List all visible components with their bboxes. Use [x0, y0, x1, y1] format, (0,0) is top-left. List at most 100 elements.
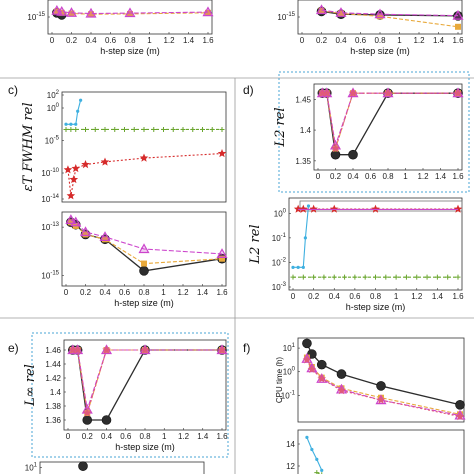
data-point [393, 274, 399, 280]
data-point [79, 98, 83, 102]
chart-f_bottom: 14 12 [286, 435, 324, 474]
data-point [453, 88, 463, 97]
data-point [434, 274, 440, 280]
data-point [302, 355, 312, 364]
data-point [452, 9, 464, 20]
plot-area-f-bottom [297, 429, 465, 474]
data-point [71, 163, 81, 173]
highlight-box-d [278, 71, 470, 193]
series-line [72, 349, 222, 414]
data-point [329, 204, 339, 213]
data-point [309, 204, 318, 213]
x-axis-label: h-step size (m) [115, 442, 175, 452]
y-axis-label: L∞ rel [23, 364, 38, 407]
x-tick-label: 0 [300, 36, 305, 45]
y-tick-label: 101 [283, 343, 296, 353]
data-point [302, 338, 312, 349]
data-point [290, 274, 296, 280]
x-tick-label: 0.4 [85, 36, 97, 45]
data-point [65, 7, 78, 17]
data-point [67, 219, 74, 226]
x-tick-label: 0.4 [101, 432, 113, 441]
data-point [102, 345, 111, 354]
data-point [320, 468, 324, 472]
data-point [85, 7, 97, 18]
data-point [337, 386, 346, 395]
data-point [66, 191, 76, 200]
data-point [217, 149, 227, 158]
x-tick-label: 1.2 [413, 36, 425, 45]
x-tick-label: 1.2 [417, 172, 429, 181]
series-line [72, 349, 222, 414]
x-tick-label: 1.4 [433, 36, 445, 45]
highlight-box-e [31, 332, 229, 458]
x-tick-label: 1.6 [452, 292, 464, 301]
x-axis-label: h-step size (m) [346, 302, 406, 312]
data-point [83, 126, 88, 132]
data-point [317, 374, 327, 383]
x-tick-label: 0.6 [119, 288, 131, 297]
data-point [82, 415, 93, 425]
series-line [322, 92, 458, 149]
series-line [321, 9, 459, 17]
data-point [68, 345, 78, 354]
data-point [301, 265, 305, 269]
data-point [293, 204, 303, 213]
y-tick-label: 12 [286, 462, 295, 471]
x-tick-label: 1.2 [177, 288, 189, 297]
data-point [81, 160, 90, 169]
data-point [170, 126, 176, 132]
data-point [99, 231, 111, 241]
y-axis-label: CPU time (h) [275, 357, 284, 404]
data-point [219, 126, 225, 132]
x-tick-label: 0.6 [365, 172, 377, 181]
x-tick-label: 1.2 [178, 432, 190, 441]
data-point [336, 369, 347, 379]
data-point [300, 274, 306, 280]
data-point [74, 122, 78, 126]
data-point [151, 126, 157, 132]
data-point [138, 243, 150, 254]
data-point [64, 122, 68, 126]
panel-label-f: f) [243, 341, 250, 355]
data-point [100, 157, 110, 166]
data-point [53, 8, 60, 15]
data-point [315, 457, 319, 461]
y-tick-label: 10-2 [272, 257, 287, 267]
data-point [414, 274, 420, 280]
data-point [305, 435, 309, 439]
data-point [92, 126, 98, 132]
data-point [82, 408, 92, 417]
data-point [205, 9, 211, 16]
data-point [78, 461, 88, 471]
x-tick-label: 1 [394, 292, 399, 301]
data-point [79, 226, 92, 237]
x-tick-label: 1.4 [197, 432, 209, 441]
data-point [338, 10, 344, 17]
data-point [101, 415, 112, 425]
y-tick-label: 10-1 [281, 390, 296, 400]
data-point [180, 126, 186, 132]
x-tick-label: 0.2 [80, 288, 92, 297]
panel-label-d: d) [243, 83, 254, 97]
x-tick-label: 0 [316, 172, 321, 181]
x-tick-label: 0 [66, 432, 71, 441]
series-line [322, 92, 458, 149]
y-axis-label: L2 rel [273, 107, 288, 147]
data-point [383, 88, 393, 97]
data-point [82, 231, 89, 238]
data-point [127, 10, 133, 17]
chart-a: 0 0.2 0.4 0.6 0.8 1 1.2 1.4 1.6 h-step size (m) 10… [27, 4, 214, 56]
x-tick-label: 1 [147, 36, 152, 45]
y-tick-label: 10-15 [41, 271, 59, 281]
series-line [306, 437, 323, 471]
x-axis-label: h-step size (m) [100, 46, 160, 56]
x-tick-label: 0.8 [374, 36, 386, 45]
x-tick-label: 0.4 [99, 288, 111, 297]
series-line [72, 349, 222, 410]
chart-c_top: 102 100 10-5 10-10 10-14 εT FWHM rel [21, 90, 227, 204]
data-point [311, 274, 317, 280]
x-tick-label: 1.2 [411, 292, 423, 301]
y-tick-label: 1.4 [300, 126, 312, 135]
zoom-region-d [299, 200, 463, 212]
